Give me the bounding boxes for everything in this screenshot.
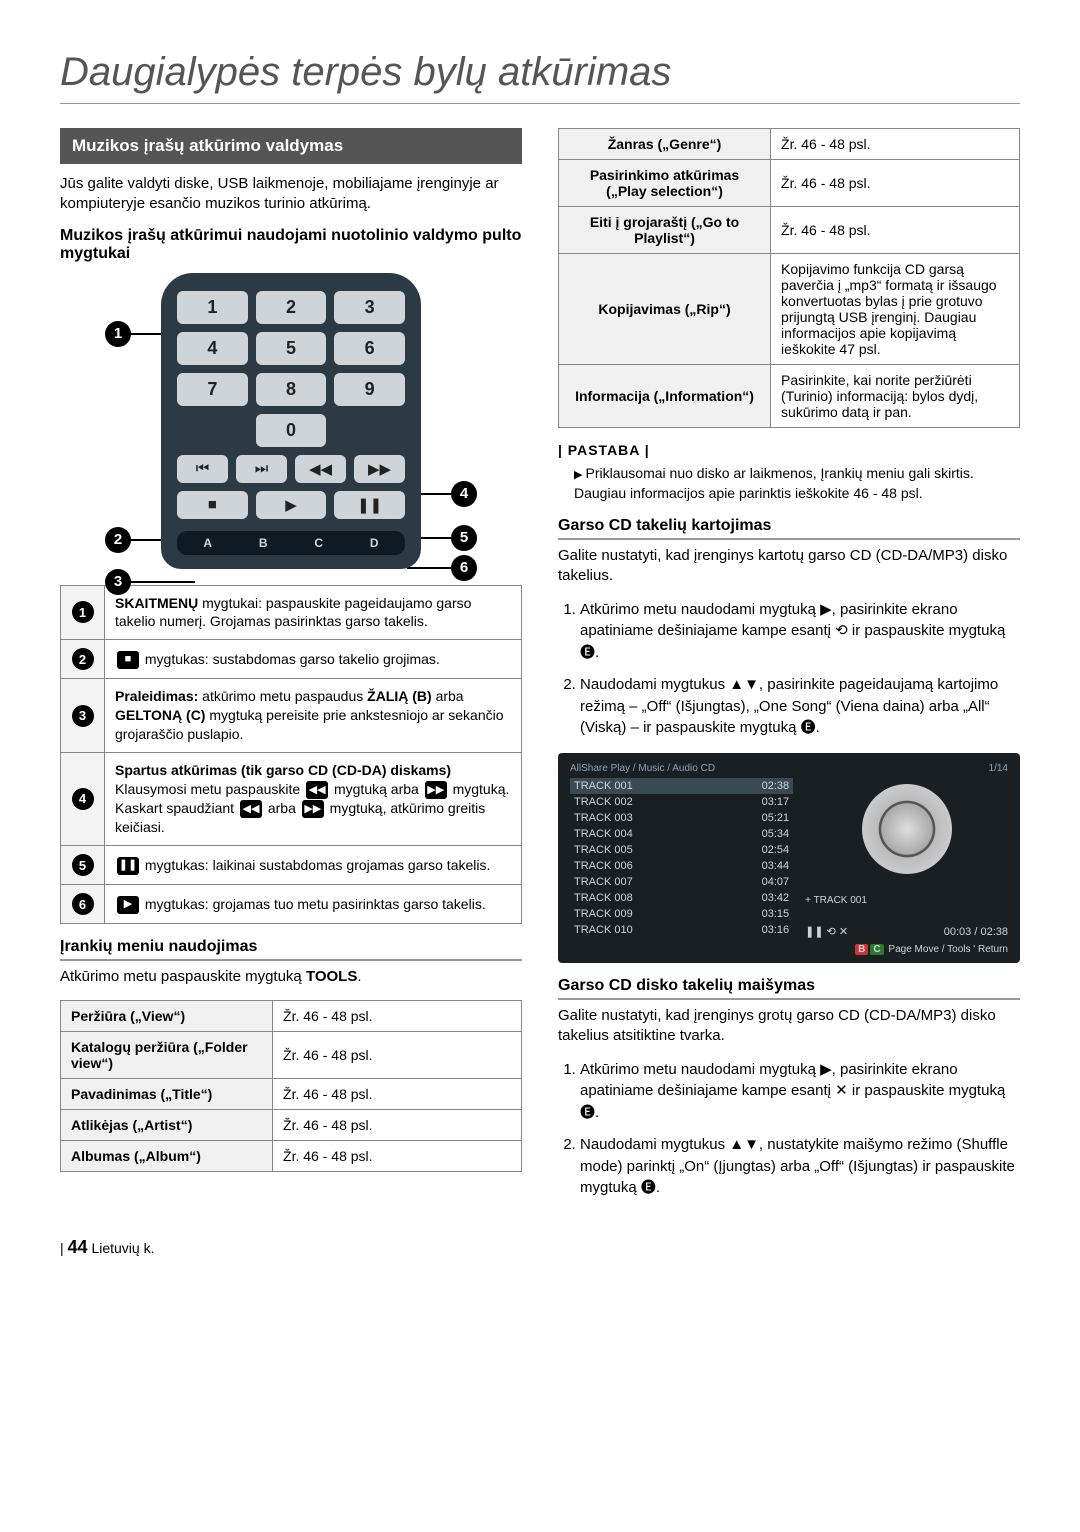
player-screenshot: AllShare Play / Music / Audio CD 1/14 TR… <box>558 753 1020 963</box>
desc-row: 6▶ mygtukas: grojamas tuo metu pasirinkt… <box>61 885 522 924</box>
track-row: TRACK 00102:38 <box>570 778 793 794</box>
repeat-steps: Atkūrimo metu naudodami mygtuką ▶, pasir… <box>580 599 1020 740</box>
table-row: Informacija („Information“)Pasirinkite, … <box>559 365 1020 428</box>
tools-table-left: Peržiūra („View“)Žr. 46 - 48 psl.Katalog… <box>60 1000 522 1172</box>
num-key-8: 8 <box>256 373 327 406</box>
desc-row: 5❚❚ mygtukas: laikinai sustabdomas groja… <box>61 846 522 885</box>
transport-key: ◀◀ <box>295 455 346 483</box>
remote-subheading: Muzikos įrašų atkūrimui naudojami nuotol… <box>60 227 522 263</box>
transport-key: ▶▶ <box>354 455 405 483</box>
callout-6: 6 <box>451 555 477 581</box>
transport-key: ⏮ <box>177 455 228 483</box>
track-row: TRACK 00203:17 <box>570 794 793 810</box>
desc-row: 4Spartus atkūrimas (tik garso CD (CD-DA)… <box>61 752 522 845</box>
num-key-3: 3 <box>334 291 405 324</box>
shuffle-intro: Galite nustatyti, kad įrenginys grotų ga… <box>558 1006 1020 1047</box>
step: Naudodami mygtukus ▲▼, nustatykite maišy… <box>580 1134 1020 1199</box>
repeat-heading: Garso CD takelių kartojimas <box>558 517 1020 540</box>
num-key-0: 0 <box>256 414 327 447</box>
transport-key: ▶ <box>256 491 327 519</box>
tools-table-right: Žanras („Genre“)Žr. 46 - 48 psl.Pasirink… <box>558 128 1020 428</box>
table-row: Pasirinkimo atkūrimas („Play selection“)… <box>559 160 1020 207</box>
num-key-7: 7 <box>177 373 248 406</box>
table-row: Peržiūra („View“)Žr. 46 - 48 psl. <box>61 1000 522 1031</box>
step: Atkūrimo metu naudodami mygtuką ▶, pasir… <box>580 599 1020 664</box>
page-title: Daugialypės terpės bylų atkūrimas <box>60 50 1020 104</box>
remote-diagram: 1 2 3 4 5 6 1234567890 ⏮⏭◀◀▶▶ ■▶❚❚ ABCD <box>161 273 421 569</box>
callout-5: 5 <box>451 525 477 551</box>
note-label: | PASTABA | <box>558 442 1020 458</box>
num-key-6: 6 <box>334 332 405 365</box>
num-key-1: 1 <box>177 291 248 324</box>
desc-row: 3Praleidimas: atkūrimo metu paspaudus ŽA… <box>61 679 522 753</box>
player-breadcrumb: AllShare Play / Music / Audio CD <box>570 763 715 774</box>
track-row: TRACK 00803:42 <box>570 890 793 906</box>
desc-row: 1SKAITMENŲ mygtukai: paspauskite pageida… <box>61 585 522 640</box>
callout-1: 1 <box>105 321 131 347</box>
step: Atkūrimo metu naudodami mygtuką ▶, pasir… <box>580 1059 1020 1124</box>
table-row: Eiti į grojaraštį („Go to Playlist“)Žr. … <box>559 207 1020 254</box>
track-row: TRACK 00405:34 <box>570 826 793 842</box>
track-row: TRACK 00603:44 <box>570 858 793 874</box>
callout-2: 2 <box>105 527 131 553</box>
table-row: Atlikėjas („Artist“)Žr. 46 - 48 psl. <box>61 1109 522 1140</box>
color-key-D: D <box>350 536 400 550</box>
desc-row: 2■ mygtukas: sustabdomas garso takelio g… <box>61 640 522 679</box>
num-key-5: 5 <box>256 332 327 365</box>
callout-4: 4 <box>451 481 477 507</box>
color-key-B: B <box>239 536 289 550</box>
repeat-intro: Galite nustatyti, kad įrenginys kartotų … <box>558 546 1020 587</box>
color-key-A: A <box>183 536 233 550</box>
track-row: TRACK 01003:16 <box>570 922 793 938</box>
callout-3: 3 <box>105 569 131 595</box>
intro-text: Jūs galite valdyti diske, USB laikmenoje… <box>60 174 522 215</box>
table-row: Pavadinimas („Title“)Žr. 46 - 48 psl. <box>61 1078 522 1109</box>
player-footer: Page Move / Tools ' Return <box>888 944 1008 955</box>
table-row: Žanras („Genre“)Žr. 46 - 48 psl. <box>559 129 1020 160</box>
table-row: Albumas („Album“)Žr. 46 - 48 psl. <box>61 1140 522 1171</box>
tools-heading: Įrankių meniu naudojimas <box>60 938 522 961</box>
step: Naudodami mygtukus ▲▼, pasirinkite pagei… <box>580 674 1020 739</box>
track-row: TRACK 00903:15 <box>570 906 793 922</box>
player-page: 1/14 <box>989 763 1008 774</box>
section-header: Muzikos įrašų atkūrimo valdymas <box>60 128 522 164</box>
color-key-C: C <box>294 536 344 550</box>
player-time: 00:03 / 02:38 <box>944 926 1008 938</box>
table-row: Katalogų peržiūra („Folder view“)Žr. 46 … <box>61 1031 522 1078</box>
page-number: | 44 Lietuvių k. <box>60 1237 1020 1258</box>
transport-key: ■ <box>177 491 248 519</box>
now-playing: + TRACK 001 <box>805 895 867 906</box>
track-row: TRACK 00305:21 <box>570 810 793 826</box>
table-row: Kopijavimas („Rip“)Kopijavimo funkcija C… <box>559 254 1020 365</box>
track-row: TRACK 00704:07 <box>570 874 793 890</box>
num-key-9: 9 <box>334 373 405 406</box>
remote-desc-table: 1SKAITMENŲ mygtukai: paspauskite pageida… <box>60 585 522 925</box>
transport-key: ⏭ <box>236 455 287 483</box>
num-key-2: 2 <box>256 291 327 324</box>
note-text: Priklausomai nuo disko ar laikmenos, Įra… <box>574 464 1020 503</box>
tools-intro: Atkūrimo metu paspauskite mygtuką TOOLS. <box>60 967 522 987</box>
num-key-4: 4 <box>177 332 248 365</box>
shuffle-steps: Atkūrimo metu naudodami mygtuką ▶, pasir… <box>580 1059 1020 1200</box>
transport-key: ❚❚ <box>334 491 405 519</box>
disc-icon <box>862 784 952 874</box>
player-controls: ❚❚ ⟲ ✕ <box>805 925 848 938</box>
shuffle-heading: Garso CD disko takelių maišymas <box>558 977 1020 1000</box>
track-row: TRACK 00502:54 <box>570 842 793 858</box>
